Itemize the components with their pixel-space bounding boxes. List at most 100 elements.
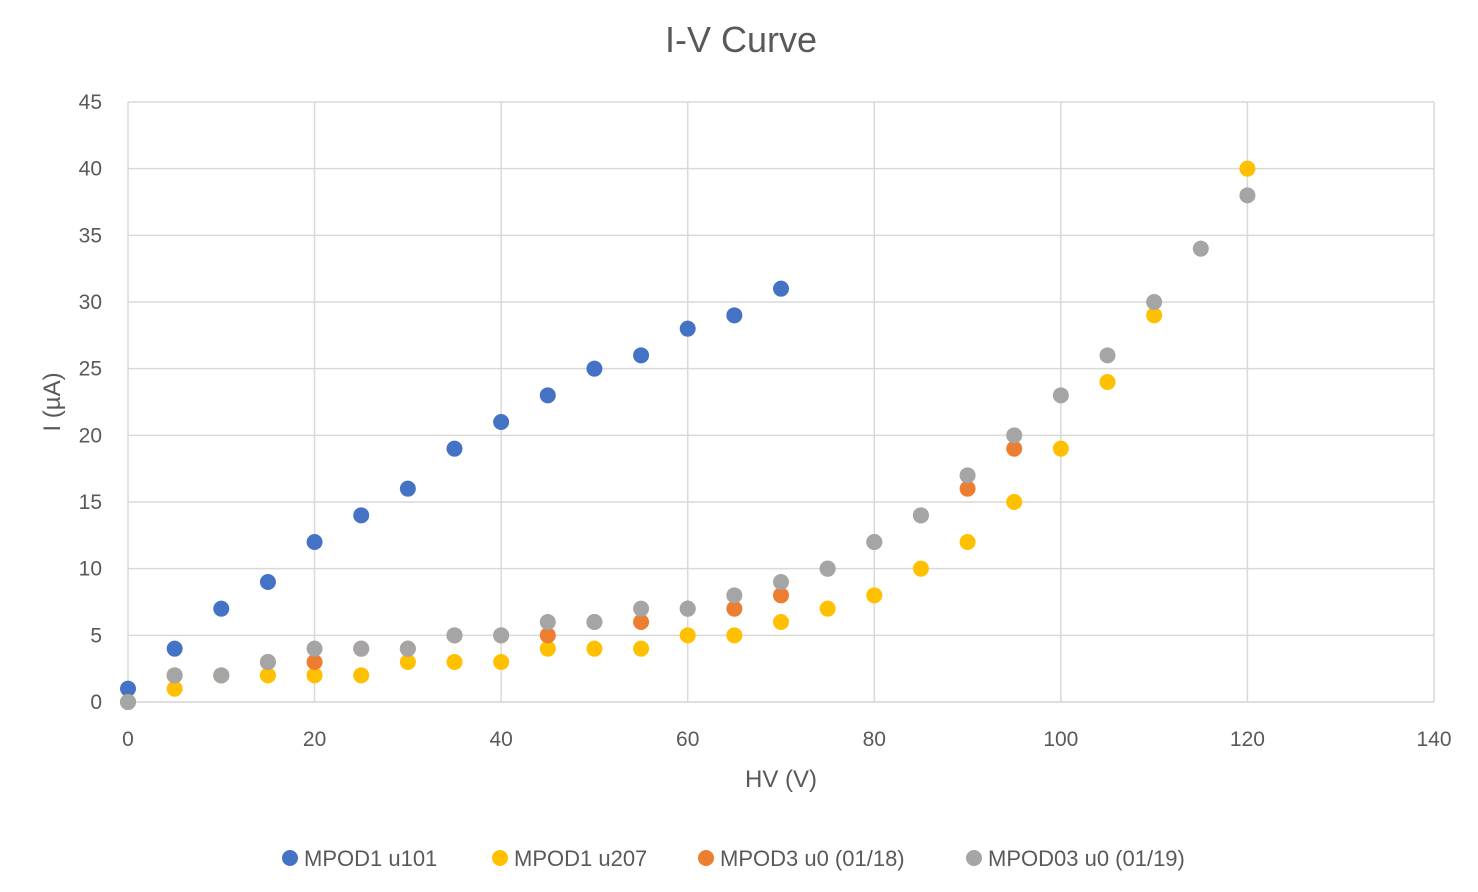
y-tick-label: 0 xyxy=(90,691,102,714)
data-point xyxy=(539,614,556,630)
legend-item: MPOD3 u0 (01/18) xyxy=(698,846,905,871)
data-point xyxy=(259,667,276,684)
data-point xyxy=(586,640,603,657)
y-tick-label: 25 xyxy=(79,358,102,381)
data-points xyxy=(120,160,1256,710)
data-point xyxy=(539,387,556,404)
x-tick-label: 20 xyxy=(303,728,326,751)
data-point xyxy=(399,654,416,670)
x-tick-label: 120 xyxy=(1230,728,1265,751)
data-point xyxy=(1239,160,1256,177)
legend-label: MPOD03 u0 (01/19) xyxy=(988,846,1185,871)
x-tick-label: 140 xyxy=(1416,728,1451,751)
legend-item: MPOD1 u207 xyxy=(492,846,647,871)
data-point xyxy=(679,600,696,617)
y-tick-label: 35 xyxy=(79,224,102,247)
x-tick-label: 100 xyxy=(1043,728,1078,751)
data-point xyxy=(306,640,323,657)
data-point xyxy=(353,640,370,657)
data-point xyxy=(1146,294,1163,310)
legend-marker xyxy=(282,850,298,866)
data-point xyxy=(213,600,230,617)
data-point xyxy=(726,600,743,617)
legend-label: MPOD1 u207 xyxy=(514,846,647,871)
data-point xyxy=(866,534,883,550)
y-tick-label: 40 xyxy=(79,158,102,181)
x-tick-label: 0 xyxy=(122,728,134,751)
data-point xyxy=(306,654,323,670)
y-tick-label: 20 xyxy=(79,424,102,447)
x-tick-label: 80 xyxy=(863,728,886,751)
data-point xyxy=(866,587,883,604)
data-point xyxy=(726,627,743,644)
data-point xyxy=(306,534,323,550)
tick-labels: 0 5 10 15 20 25 30 35 40 45 0 20 40 60 80 100 120 140 xyxy=(79,91,1452,751)
data-point xyxy=(773,587,789,604)
data-point xyxy=(446,627,463,644)
data-point xyxy=(912,507,929,524)
y-tick-label: 15 xyxy=(79,491,102,514)
data-point xyxy=(1146,307,1163,324)
legend-marker xyxy=(492,850,508,866)
data-point xyxy=(213,667,230,684)
data-point xyxy=(1006,427,1023,444)
data-point xyxy=(773,574,789,590)
data-point xyxy=(259,654,276,670)
data-point xyxy=(1006,494,1023,510)
data-point xyxy=(912,560,929,577)
legend: MPOD1 u101 MPOD1 u207 MPOD3 u0 (01/18) MPOD… xyxy=(282,846,1185,871)
y-tick-label: 30 xyxy=(79,291,102,314)
legend-label: MPOD3 u0 (01/18) xyxy=(720,846,905,871)
data-point xyxy=(1099,347,1116,364)
legend-item: MPOD1 u101 xyxy=(282,846,437,871)
data-point xyxy=(399,480,416,497)
series-0 xyxy=(120,280,789,697)
data-point xyxy=(633,640,650,657)
data-point xyxy=(633,600,650,617)
x-tick-label: 60 xyxy=(676,728,699,751)
gridlines xyxy=(127,101,1435,703)
data-point xyxy=(493,627,510,644)
y-tick-label: 10 xyxy=(79,558,102,581)
data-point xyxy=(166,667,183,684)
y-tick-label: 5 xyxy=(90,624,102,647)
data-point xyxy=(1099,374,1116,390)
data-point xyxy=(1052,440,1069,457)
data-point xyxy=(1192,240,1209,257)
legend-label: MPOD1 u101 xyxy=(304,846,437,871)
data-point xyxy=(586,360,603,377)
data-point xyxy=(633,347,650,364)
data-point xyxy=(306,667,323,684)
data-point xyxy=(679,320,696,337)
data-point xyxy=(399,640,416,657)
data-point xyxy=(726,307,743,324)
data-point xyxy=(353,667,370,684)
data-point xyxy=(446,654,463,670)
data-point xyxy=(679,627,696,644)
x-axis-label: HV (V) xyxy=(745,766,817,793)
data-point xyxy=(493,414,510,430)
data-point xyxy=(726,587,743,604)
series-3 xyxy=(120,187,1256,710)
data-point xyxy=(120,680,136,697)
data-point xyxy=(120,694,136,710)
y-axis-label: I (µA) xyxy=(39,372,66,431)
data-point xyxy=(959,480,976,497)
data-point xyxy=(493,654,510,670)
x-tick-label: 40 xyxy=(489,728,512,751)
data-point xyxy=(819,560,836,577)
data-point xyxy=(166,640,183,657)
y-tick-label: 45 xyxy=(79,91,102,114)
data-point xyxy=(259,574,276,590)
data-point xyxy=(586,614,603,630)
legend-marker xyxy=(698,850,714,866)
legend-item: MPOD03 u0 (01/19) xyxy=(966,846,1185,871)
data-point xyxy=(539,640,556,657)
data-point xyxy=(539,627,556,644)
data-point xyxy=(166,680,183,697)
data-point xyxy=(959,467,976,484)
legend-marker xyxy=(966,850,982,866)
data-point xyxy=(446,440,463,457)
chart-title: I-V Curve xyxy=(665,19,817,60)
